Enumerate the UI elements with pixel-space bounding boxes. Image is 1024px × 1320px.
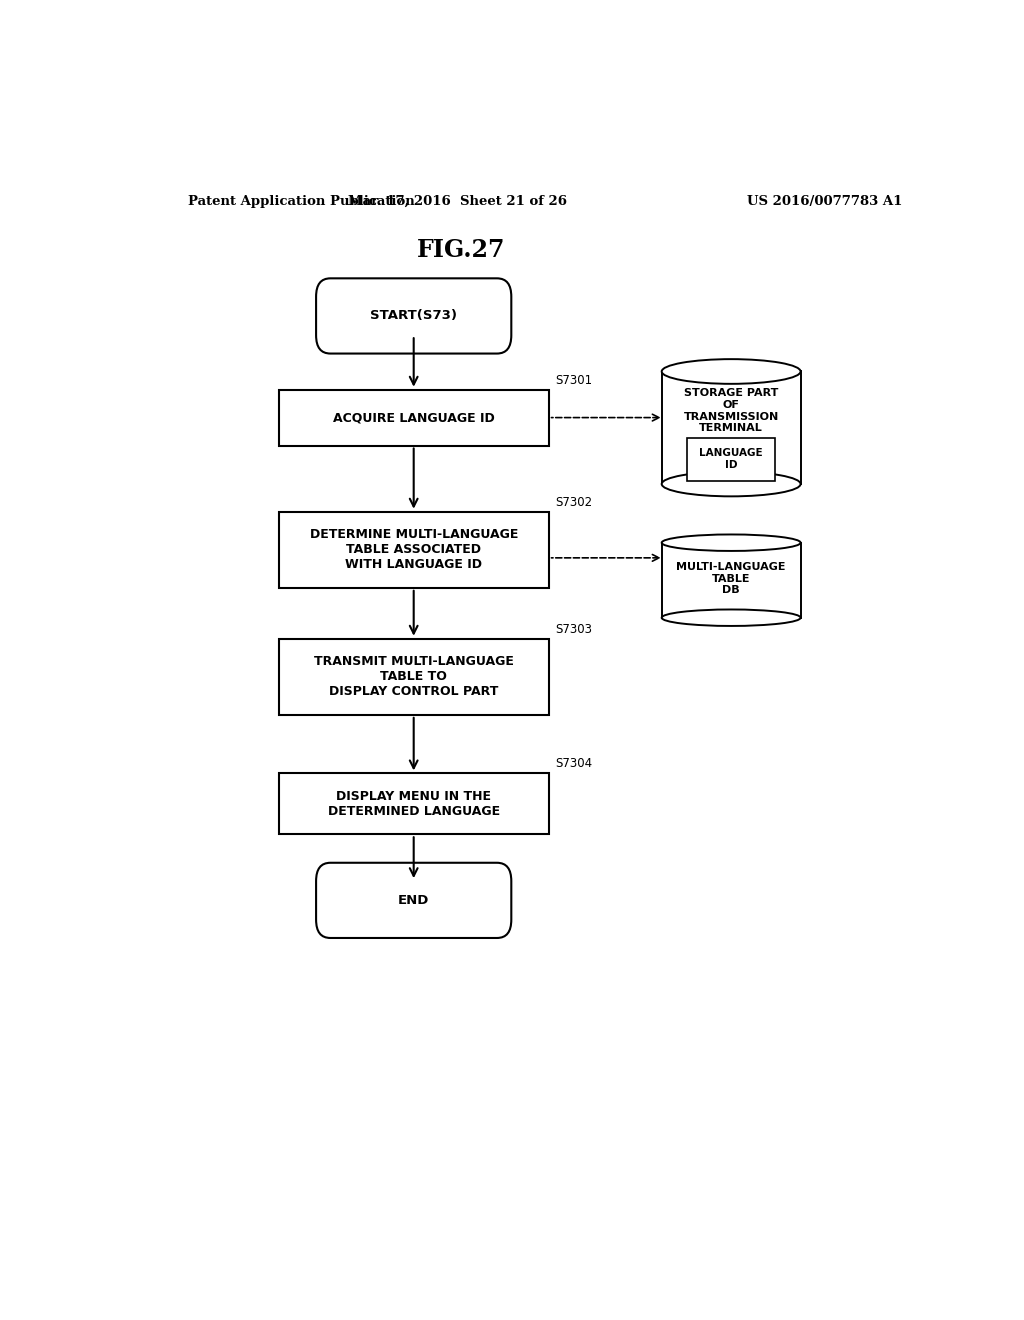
Bar [279,512,549,587]
Ellipse shape [662,535,801,550]
Text: STORAGE PART
OF
TRANSMISSION
TERMINAL: STORAGE PART OF TRANSMISSION TERMINAL [683,388,779,433]
Text: S7304: S7304 [555,758,592,771]
Ellipse shape [662,471,801,496]
Text: Mar. 17, 2016  Sheet 21 of 26: Mar. 17, 2016 Sheet 21 of 26 [348,194,567,207]
Text: FIG.27: FIG.27 [417,238,506,261]
FancyBboxPatch shape [316,279,511,354]
Text: LANGUAGE
ID: LANGUAGE ID [699,449,763,470]
FancyBboxPatch shape [316,863,511,939]
Bar [279,639,549,715]
Text: S7303: S7303 [555,623,592,636]
Text: TRANSMIT MULTI-LANGUAGE
TABLE TO
DISPLAY CONTROL PART: TRANSMIT MULTI-LANGUAGE TABLE TO DISPLAY… [313,655,514,698]
Text: DISPLAY MENU IN THE
DETERMINED LANGUAGE: DISPLAY MENU IN THE DETERMINED LANGUAGE [328,789,500,818]
Bar [279,774,549,834]
Text: S7302: S7302 [555,495,592,508]
Ellipse shape [662,610,801,626]
Text: END: END [398,894,429,907]
Text: US 2016/0077783 A1: US 2016/0077783 A1 [748,194,902,207]
Text: MULTI-LANGUAGE
TABLE
DB: MULTI-LANGUAGE TABLE DB [677,562,785,595]
Ellipse shape [662,359,801,384]
Text: ACQUIRE LANGUAGE ID: ACQUIRE LANGUAGE ID [333,411,495,424]
Bar [662,543,801,618]
Text: START(S73): START(S73) [371,309,457,322]
Bar [662,371,801,484]
Text: S7301: S7301 [555,374,592,387]
Text: DETERMINE MULTI-LANGUAGE
TABLE ASSOCIATED
WITH LANGUAGE ID: DETERMINE MULTI-LANGUAGE TABLE ASSOCIATE… [309,528,518,572]
Bar [279,389,549,446]
Text: Patent Application Publication: Patent Application Publication [187,194,415,207]
Bar [687,438,775,480]
